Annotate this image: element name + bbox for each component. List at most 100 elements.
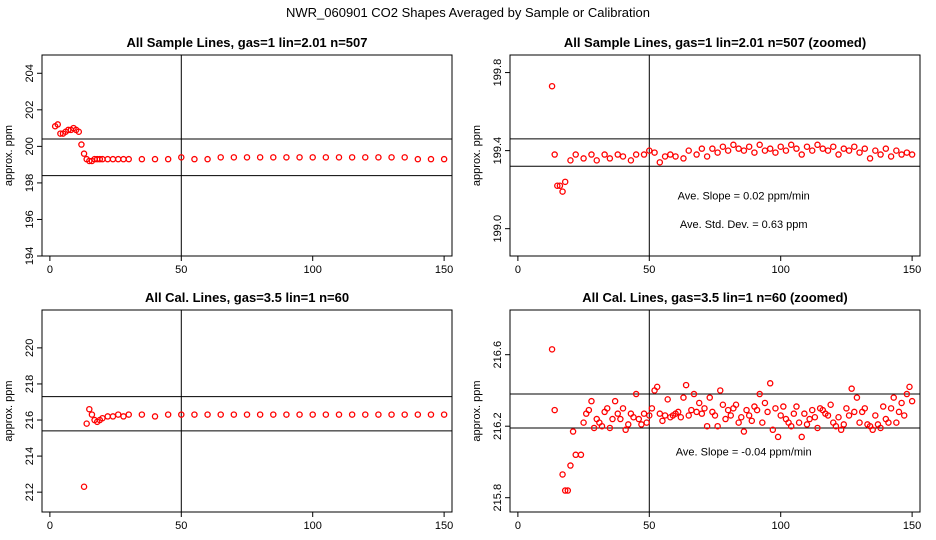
data-point <box>703 153 711 160</box>
data-point <box>714 149 721 156</box>
data-point <box>83 420 90 427</box>
data-point <box>903 390 911 398</box>
data-point <box>191 411 198 418</box>
data-point <box>806 415 813 423</box>
data-point <box>787 141 795 149</box>
data-point <box>685 412 692 419</box>
data-point <box>808 406 816 414</box>
data-point <box>114 411 122 418</box>
data-point <box>309 411 316 418</box>
data-point <box>693 151 700 158</box>
data-point <box>756 390 763 398</box>
data-point <box>109 155 117 163</box>
y-tick-label: 216 <box>24 411 36 429</box>
data-point <box>104 155 111 163</box>
x-tick-label: 100 <box>304 264 322 276</box>
data-point <box>735 145 742 152</box>
data-point <box>719 143 727 150</box>
x-tick-label: 50 <box>643 264 655 276</box>
data-point <box>230 411 238 418</box>
data-point <box>898 399 905 407</box>
data-point <box>414 411 422 418</box>
panel-title: All Cal. Lines, gas=3.5 lin=1 n=60 (zoom… <box>582 290 848 305</box>
data-point <box>811 414 819 421</box>
data-point <box>646 147 653 154</box>
data-point <box>801 410 808 417</box>
data-point <box>178 154 185 161</box>
data-point <box>714 422 721 430</box>
data-point <box>440 155 448 163</box>
x-tick-label: 0 <box>47 520 53 532</box>
data-point <box>840 145 848 152</box>
data-point <box>827 401 834 408</box>
data-point <box>178 411 185 418</box>
x-tick-label: 100 <box>772 520 790 532</box>
data-point <box>701 405 708 412</box>
y-tick-label: 198 <box>24 174 36 192</box>
data-point <box>125 411 132 418</box>
x-tick-label: 0 <box>47 264 53 276</box>
data-point <box>427 411 435 418</box>
y-tick-label: 220 <box>24 339 36 357</box>
data-point <box>86 405 93 413</box>
data-point <box>606 155 614 162</box>
data-point <box>551 406 558 414</box>
data-point <box>375 411 382 418</box>
data-point <box>256 411 264 418</box>
data-point <box>861 405 869 412</box>
data-point <box>204 411 211 418</box>
y-tick-label: 216.6 <box>492 341 504 369</box>
data-point <box>204 155 211 163</box>
data-point <box>724 406 732 414</box>
data-point <box>824 412 832 419</box>
data-point <box>138 155 146 163</box>
data-point <box>848 385 855 392</box>
data-point <box>751 149 758 156</box>
data-point <box>908 397 916 405</box>
data-point <box>753 406 761 414</box>
data-point <box>845 412 853 419</box>
data-point <box>601 151 608 158</box>
data-point <box>580 419 587 426</box>
data-point <box>585 406 593 414</box>
x-tick-label: 150 <box>435 520 453 532</box>
data-point <box>748 417 756 425</box>
data-point <box>348 154 356 161</box>
data-point <box>614 410 622 417</box>
data-point <box>745 412 753 419</box>
data-point <box>803 143 811 150</box>
data-point <box>787 422 795 430</box>
data-point <box>632 151 640 158</box>
data-point <box>667 151 674 158</box>
data-point <box>853 394 861 401</box>
data-point <box>548 346 556 353</box>
data-point <box>609 415 616 423</box>
data-point <box>761 147 769 154</box>
data-point <box>895 408 903 416</box>
data-point <box>78 141 85 148</box>
panel-title: All Sample Lines, gas=1 lin=2.01 n=507 (… <box>564 35 866 50</box>
data-point <box>727 412 735 419</box>
data-point <box>270 154 277 161</box>
data-point <box>414 155 422 163</box>
data-point <box>685 147 692 154</box>
data-point <box>717 387 724 394</box>
data-point <box>722 415 729 423</box>
data-point <box>835 414 842 421</box>
data-point <box>835 151 842 158</box>
data-point <box>793 403 800 410</box>
data-point <box>824 147 832 154</box>
data-point <box>164 411 172 418</box>
data-point <box>401 411 408 418</box>
data-point <box>572 451 579 459</box>
data-point <box>388 154 395 161</box>
data-point <box>283 154 290 161</box>
y-tick-label: 199.4 <box>492 137 504 165</box>
data-point <box>664 396 671 403</box>
data-point <box>567 462 574 469</box>
data-point <box>548 82 556 90</box>
plot-frame <box>509 54 921 257</box>
data-point <box>900 412 908 419</box>
y-tick-label: 194 <box>24 247 36 265</box>
data-point <box>869 426 876 434</box>
